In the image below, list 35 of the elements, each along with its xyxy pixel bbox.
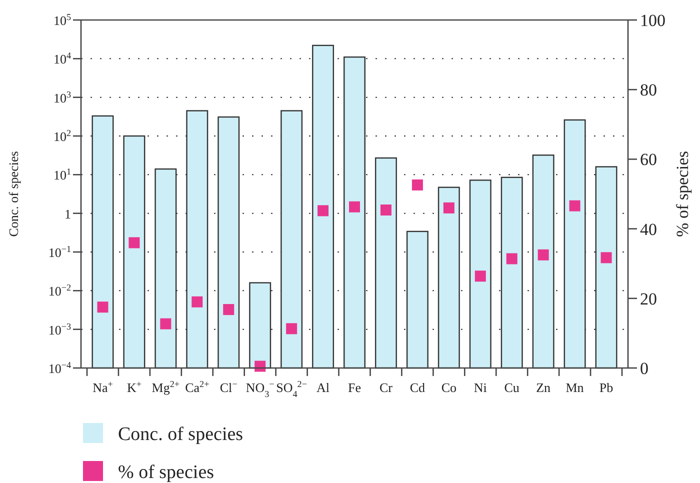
y-tick-label: 10$^{−2}$ [48,282,72,299]
y2-tick-label: 40 [640,220,657,239]
x-tick-label: K$^{+}$ [126,379,142,395]
y2-tick-label: 80 [640,80,657,100]
x-tick-label: Co [441,380,456,395]
y2-tick-label: 20 [640,289,657,308]
x-tick-label: Zn [536,380,552,395]
y-tick-label: 10$^{3}$ [53,89,72,106]
x-tick-label: Cl$^{−}$ [220,379,238,395]
y-tick-label: 10$^{−4}$ [48,360,72,376]
x-tick-label: Na$^{+}$ [92,379,113,395]
y-tick-label: 10$^{2}$ [53,128,72,144]
x-tick-label: Ca$^{2+}$ [185,379,210,395]
legend-label: Conc. of species [118,424,244,445]
x-tick-label: Cr [379,380,394,395]
y-tick-label: 10$^{−1}$ [48,244,71,260]
x-tick-label: Al [316,380,330,395]
y2-tick-label: 100 [640,11,666,30]
y-tick-label: 10$^{−3}$ [48,321,72,338]
y2-axis-title: % of species [673,151,692,237]
y-tick-label: 1 [64,206,71,222]
x-tick-label: Ni [474,380,488,395]
x-tick-label: Pb [599,380,614,395]
x-tick-label: Mn [566,380,584,395]
y-tick-label: 10$^{1}$ [53,166,71,183]
x-tick-label: Mg$^{2+}$ [152,379,180,395]
x-tick-label: Cu [504,380,520,395]
legend-label: % of species [118,462,214,483]
y-tick-label: 10$^{5}$ [53,12,72,28]
x-tick-label: Fe [348,380,362,395]
x-tick-label: Cd [410,380,426,395]
y2-tick-label: 60 [640,150,657,170]
y-tick-label: 10$^{4}$ [53,50,72,67]
y2-tick-label: 0 [640,359,648,378]
y-axis-title: Conc. of species [6,151,21,237]
